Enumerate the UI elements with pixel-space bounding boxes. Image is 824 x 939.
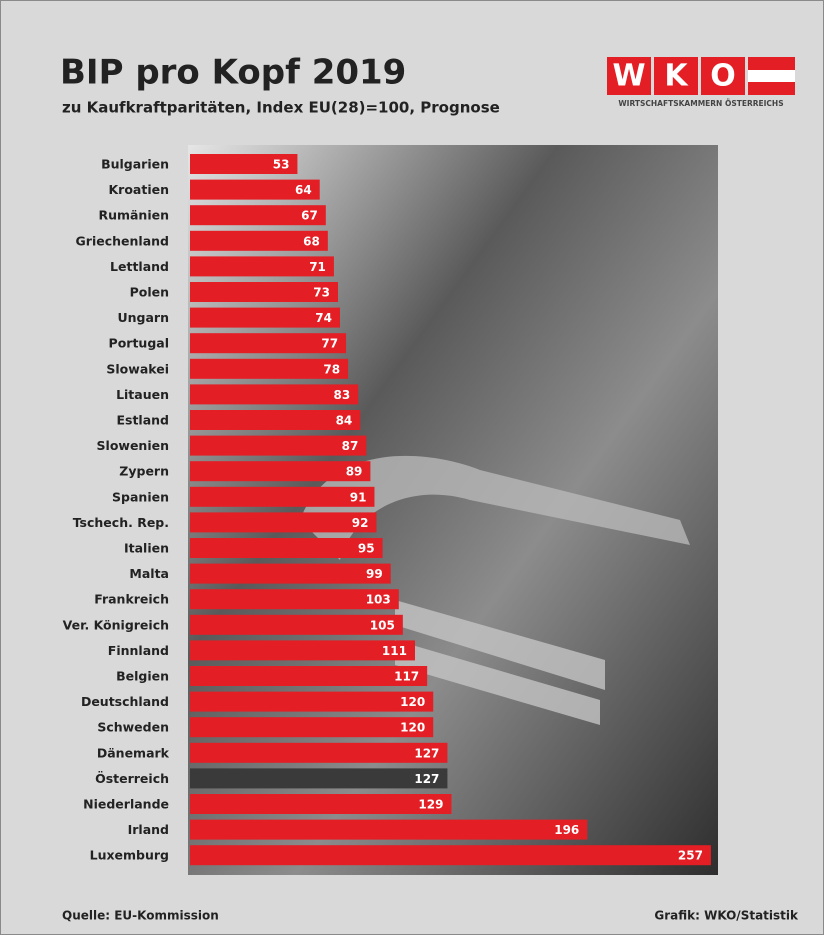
bar xyxy=(190,666,427,686)
value-label: 92 xyxy=(352,516,369,530)
value-label: 103 xyxy=(366,593,391,607)
bar xyxy=(190,768,447,788)
category-label: Irland xyxy=(128,822,169,837)
category-label: Deutschland xyxy=(81,694,169,709)
bar xyxy=(190,794,451,814)
bar xyxy=(190,845,711,865)
value-label: 53 xyxy=(273,158,290,172)
category-label: Slowenien xyxy=(97,438,169,453)
value-label: 64 xyxy=(295,183,312,197)
value-label: 127 xyxy=(414,746,439,760)
logo-flag xyxy=(748,57,795,70)
value-label: 67 xyxy=(301,209,318,223)
credit: Grafik: WKO/Statistik xyxy=(654,909,799,923)
chart-subtitle: zu Kaufkraftparitäten, Index EU(28)=100,… xyxy=(62,99,500,117)
category-label: Portugal xyxy=(109,336,169,351)
category-label: Italien xyxy=(124,541,169,556)
value-label: 87 xyxy=(342,439,359,453)
value-label: 83 xyxy=(334,388,351,402)
category-label: Rumänien xyxy=(98,208,169,223)
value-label: 78 xyxy=(323,362,340,376)
value-label: 91 xyxy=(350,490,367,504)
category-label: Niederlande xyxy=(83,797,169,812)
category-label: Österreich xyxy=(95,771,169,786)
category-label: Schweden xyxy=(97,720,169,735)
source: Quelle: EU-Kommission xyxy=(62,909,219,923)
value-label: 84 xyxy=(336,414,353,428)
category-label: Litauen xyxy=(116,387,169,402)
chart: BIP pro Kopf 2019 zu Kaufkraftparitäten,… xyxy=(0,0,824,935)
bar xyxy=(190,820,587,840)
category-label: Polen xyxy=(130,285,169,300)
category-label: Lettland xyxy=(110,259,169,274)
bar xyxy=(190,564,391,584)
value-label: 77 xyxy=(321,337,338,351)
logo-letter: O xyxy=(710,59,736,94)
category-label: Slowakei xyxy=(106,361,169,376)
value-label: 127 xyxy=(414,772,439,786)
category-label: Ver. Königreich xyxy=(63,617,169,632)
category-label: Dänemark xyxy=(97,745,170,760)
value-label: 105 xyxy=(370,618,395,632)
logo-text: WIRTSCHAFTSKAMMERN ÖSTERREICHS xyxy=(618,99,783,108)
bar xyxy=(190,717,433,737)
bar xyxy=(190,692,433,712)
category-label: Estland xyxy=(116,413,169,428)
category-label: Tschech. Rep. xyxy=(73,515,169,530)
category-label: Luxemburg xyxy=(90,848,169,863)
value-label: 111 xyxy=(382,644,407,658)
logo-letter: K xyxy=(664,59,689,94)
value-label: 89 xyxy=(346,465,363,479)
bar xyxy=(190,487,374,507)
category-label: Griechenland xyxy=(76,233,169,248)
value-label: 196 xyxy=(554,823,579,837)
bar xyxy=(190,436,366,456)
bar xyxy=(190,538,383,558)
category-label: Kroatien xyxy=(108,182,169,197)
bar xyxy=(190,743,447,763)
value-label: 129 xyxy=(418,798,443,812)
logo-flag xyxy=(748,82,795,95)
category-label: Malta xyxy=(129,566,169,581)
category-label: Finnland xyxy=(108,643,169,658)
bar xyxy=(190,461,370,481)
category-label: Zypern xyxy=(119,464,169,479)
chart-title: BIP pro Kopf 2019 xyxy=(60,53,406,93)
logo: W K O WIRTSCHAFTSKAMMERN ÖSTERREICHS xyxy=(607,57,795,108)
category-label: Ungarn xyxy=(118,310,170,325)
value-label: 99 xyxy=(366,567,383,581)
logo-flag xyxy=(748,70,795,82)
value-label: 120 xyxy=(400,695,425,709)
value-label: 71 xyxy=(309,260,326,274)
logo-letter: W xyxy=(612,59,645,94)
bar xyxy=(190,512,376,532)
value-label: 257 xyxy=(678,849,703,863)
category-label: Frankreich xyxy=(94,592,169,607)
value-label: 117 xyxy=(394,670,419,684)
value-label: 68 xyxy=(303,234,320,248)
value-label: 120 xyxy=(400,721,425,735)
category-label: Belgien xyxy=(116,669,169,684)
category-label: Spanien xyxy=(112,489,169,504)
value-label: 73 xyxy=(313,286,330,300)
value-label: 74 xyxy=(315,311,332,325)
value-label: 95 xyxy=(358,542,375,556)
category-label: Bulgarien xyxy=(101,157,169,172)
